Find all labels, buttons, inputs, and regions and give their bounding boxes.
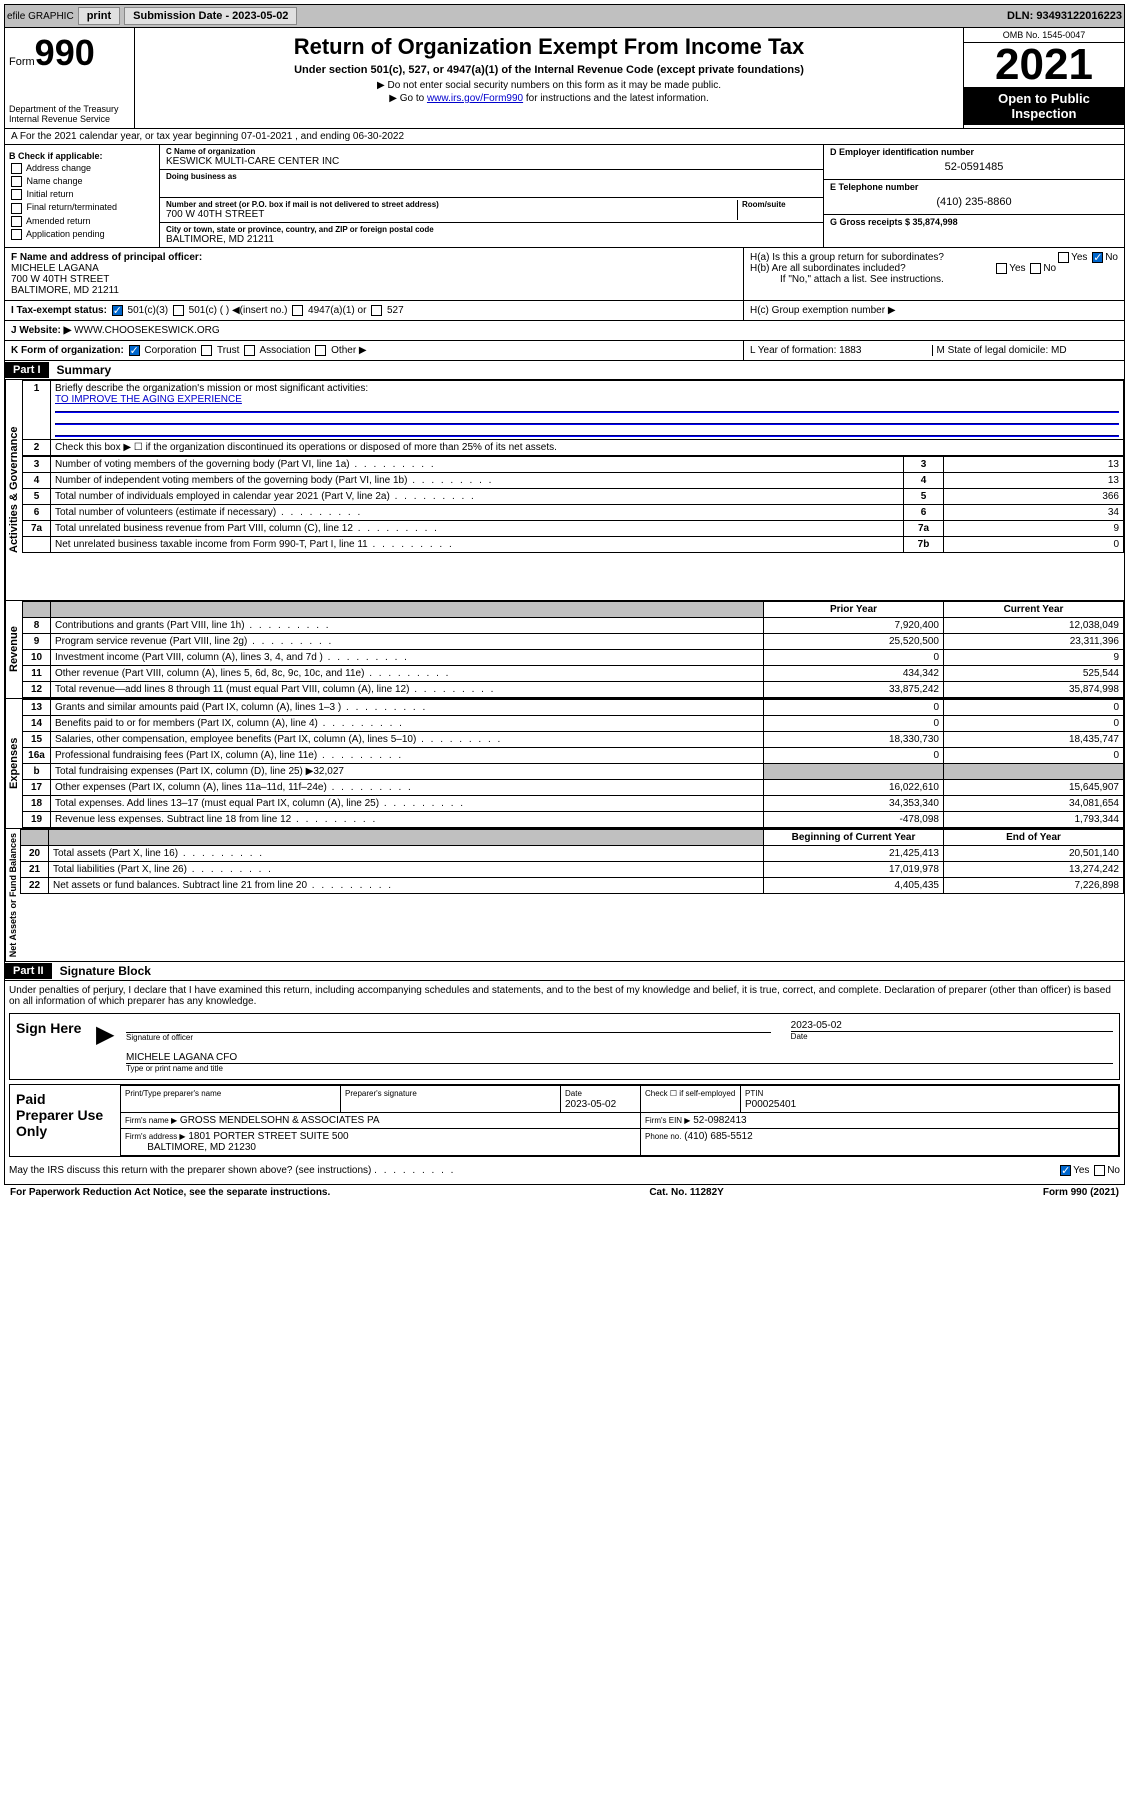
print-button[interactable]: print bbox=[78, 7, 120, 25]
ptin-value: P00025401 bbox=[745, 1099, 796, 1110]
box-b-checkboxes: B Check if applicable: Address change Na… bbox=[5, 145, 160, 247]
part1-title: Summary bbox=[49, 361, 120, 379]
table-row: 16aProfessional fundraising fees (Part I… bbox=[23, 748, 1124, 764]
table-row: 9Program service revenue (Part VIII, lin… bbox=[23, 634, 1124, 650]
table-row: 3Number of voting members of the governi… bbox=[23, 457, 1124, 473]
table-row: 10Investment income (Part VIII, column (… bbox=[23, 650, 1124, 666]
checkbox-application-pending[interactable] bbox=[11, 229, 22, 240]
table-row: 5Total number of individuals employed in… bbox=[23, 489, 1124, 505]
year-formation: L Year of formation: 1883 bbox=[750, 345, 933, 356]
part1-header: Part I bbox=[5, 362, 49, 378]
row-a-tax-year: A For the 2021 calendar year, or tax yea… bbox=[5, 129, 1124, 144]
gross-receipts: G Gross receipts $ 35,874,998 bbox=[830, 217, 1118, 227]
checkbox-final-return[interactable] bbox=[11, 203, 22, 214]
table-row: 11Other revenue (Part VIII, column (A), … bbox=[23, 666, 1124, 682]
table-row: 13Grants and similar amounts paid (Part … bbox=[23, 700, 1124, 716]
part2-title: Signature Block bbox=[52, 962, 159, 980]
vert-revenue: Revenue bbox=[5, 601, 22, 698]
declaration-text: Under penalties of perjury, I declare th… bbox=[9, 985, 1120, 1007]
checkbox-527[interactable] bbox=[371, 305, 382, 316]
org-name: KESWICK MULTI-CARE CENTER INC bbox=[166, 156, 817, 167]
firm-ein: 52-0982413 bbox=[693, 1115, 746, 1126]
checkbox-ha-yes[interactable] bbox=[1058, 252, 1069, 263]
table-row: 6Total number of volunteers (estimate if… bbox=[23, 505, 1124, 521]
table-row: bTotal fundraising expenses (Part IX, co… bbox=[23, 764, 1124, 780]
checkbox-assoc[interactable] bbox=[244, 345, 255, 356]
phone-value: (410) 235-8860 bbox=[830, 192, 1118, 212]
submission-date-label: Submission Date - 2023-05-02 bbox=[124, 7, 297, 25]
table-row: 7aTotal unrelated business revenue from … bbox=[23, 521, 1124, 537]
footer-paperwork: For Paperwork Reduction Act Notice, see … bbox=[10, 1187, 330, 1198]
tax-year: 2021 bbox=[964, 43, 1124, 87]
checkbox-discuss-no[interactable] bbox=[1094, 1165, 1105, 1176]
table-row: Net unrelated business taxable income fr… bbox=[23, 537, 1124, 553]
instruction-2: ▶ Go to www.irs.gov/Form990 for instruct… bbox=[141, 93, 957, 104]
checkbox-initial-return[interactable] bbox=[11, 189, 22, 200]
mission-text[interactable]: TO IMPROVE THE AGING EXPERIENCE bbox=[55, 394, 242, 405]
website-value: WWW.CHOOSEKESWICK.ORG bbox=[74, 325, 220, 336]
table-row: 20Total assets (Part X, line 16)21,425,4… bbox=[21, 846, 1124, 862]
form-subtitle: Under section 501(c), 527, or 4947(a)(1)… bbox=[141, 64, 957, 76]
checkbox-other[interactable] bbox=[315, 345, 326, 356]
checkbox-501c3[interactable] bbox=[112, 305, 123, 316]
table-row: 14Benefits paid to or for members (Part … bbox=[23, 716, 1124, 732]
table-row: 4Number of independent voting members of… bbox=[23, 473, 1124, 489]
footer-catno: Cat. No. 11282Y bbox=[649, 1187, 723, 1198]
table-row: 12Total revenue—add lines 8 through 11 (… bbox=[23, 682, 1124, 698]
checkbox-hb-yes[interactable] bbox=[996, 263, 1007, 274]
top-toolbar: efile GRAPHIC print Submission Date - 20… bbox=[4, 4, 1125, 28]
sign-here-label: Sign Here bbox=[16, 1020, 86, 1073]
form-number: 990 bbox=[35, 32, 95, 73]
firm-name: GROSS MENDELSOHN & ASSOCIATES PA bbox=[180, 1115, 380, 1126]
checkbox-address-change[interactable] bbox=[11, 163, 22, 174]
vert-governance: Activities & Governance bbox=[5, 380, 22, 600]
checkbox-name-change[interactable] bbox=[11, 176, 22, 187]
checkbox-discuss-yes[interactable] bbox=[1060, 1165, 1071, 1176]
table-row: 15Salaries, other compensation, employee… bbox=[23, 732, 1124, 748]
table-row: 8Contributions and grants (Part VIII, li… bbox=[23, 618, 1124, 634]
checkbox-trust[interactable] bbox=[201, 345, 212, 356]
prep-phone: (410) 685-5512 bbox=[684, 1131, 752, 1142]
checkbox-corp[interactable] bbox=[129, 345, 140, 356]
checkbox-4947[interactable] bbox=[292, 305, 303, 316]
efile-label: efile GRAPHIC bbox=[7, 11, 74, 22]
table-row: 21Total liabilities (Part X, line 26)17,… bbox=[21, 862, 1124, 878]
signature-arrow-icon: ▶ bbox=[96, 1020, 116, 1073]
part2-header: Part II bbox=[5, 963, 52, 979]
officer-sig-name: MICHELE LAGANA CFO bbox=[126, 1052, 1113, 1063]
checkbox-501c[interactable] bbox=[173, 305, 184, 316]
footer-formref: Form 990 (2021) bbox=[1043, 1187, 1119, 1198]
table-row: 22Net assets or fund balances. Subtract … bbox=[21, 878, 1124, 894]
vert-expenses: Expenses bbox=[5, 699, 22, 828]
form-title: Return of Organization Exempt From Incom… bbox=[141, 34, 957, 60]
table-row: 19Revenue less expenses. Subtract line 1… bbox=[23, 812, 1124, 828]
table-row: 17Other expenses (Part IX, column (A), l… bbox=[23, 780, 1124, 796]
open-public-label: Open to Public Inspection bbox=[964, 87, 1124, 125]
vert-net-assets: Net Assets or Fund Balances bbox=[5, 829, 20, 961]
form-label: Form bbox=[9, 56, 35, 68]
checkbox-amended[interactable] bbox=[11, 216, 22, 227]
paid-preparer-label: Paid Preparer Use Only bbox=[10, 1085, 110, 1156]
checkbox-hb-no[interactable] bbox=[1030, 263, 1041, 274]
form-header: Form990 Department of the Treasury Inter… bbox=[4, 28, 1125, 129]
department-label: Department of the Treasury Internal Reve… bbox=[9, 104, 130, 124]
officer-name: MICHELE LAGANA bbox=[11, 263, 737, 274]
org-address: 700 W 40TH STREET bbox=[166, 209, 737, 220]
org-city: BALTIMORE, MD 21211 bbox=[166, 234, 817, 245]
state-domicile: M State of legal domicile: MD bbox=[933, 345, 1119, 356]
ein-value: 52-0591485 bbox=[830, 157, 1118, 177]
table-row: 18Total expenses. Add lines 13–17 (must … bbox=[23, 796, 1124, 812]
irs-link[interactable]: www.irs.gov/Form990 bbox=[427, 93, 523, 104]
dln-label: DLN: 93493122016223 bbox=[1007, 10, 1122, 22]
checkbox-ha-no[interactable] bbox=[1092, 252, 1103, 263]
instruction-1: ▶ Do not enter social security numbers o… bbox=[141, 80, 957, 91]
